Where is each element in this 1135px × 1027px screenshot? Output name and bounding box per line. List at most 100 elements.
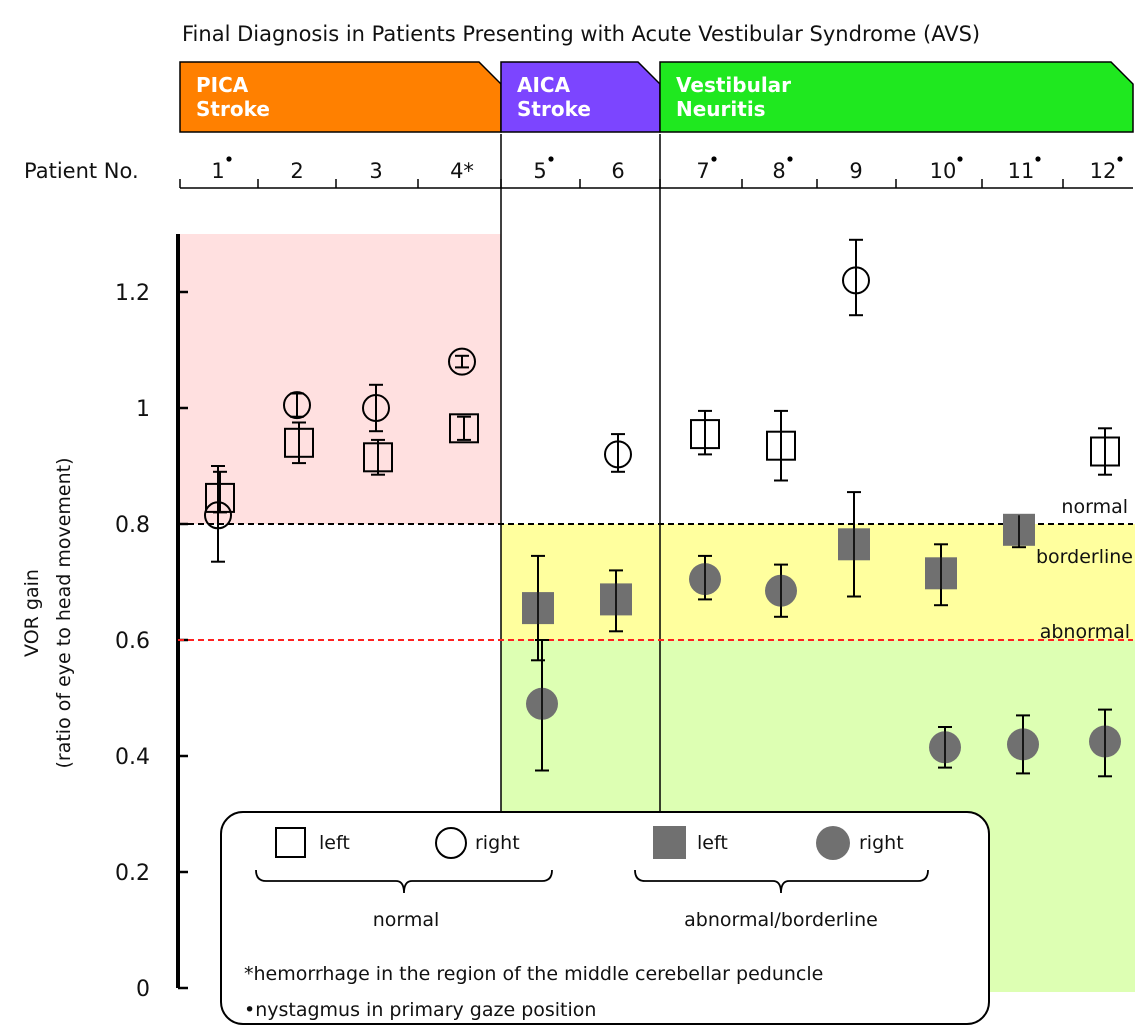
open-circle-marker <box>448 347 476 376</box>
normal-zone-label: normal <box>1061 496 1128 518</box>
patient-label-9: 9 <box>849 159 862 183</box>
open-circle-marker <box>362 394 390 422</box>
patient-label-2: 2 <box>290 159 303 183</box>
point-open-square-patient-12 <box>1090 427 1120 476</box>
chart-title: Final Diagnosis in Patients Presenting w… <box>182 22 980 46</box>
point-open-circle-patient-2 <box>283 391 311 420</box>
point-filled-circle-patient-7 <box>689 554 721 601</box>
patient-label-10: 10 <box>930 159 957 183</box>
open-square-marker <box>690 419 720 450</box>
point-open-square-patient-2 <box>284 421 314 465</box>
legend-note-hemorrhage: *hemorrhage in the region of the middle … <box>244 963 823 985</box>
group-header-line2-3: Neuritis <box>676 97 766 121</box>
group-header-line2-2: Stroke <box>517 97 591 121</box>
y-tick-label-3: 0.6 <box>115 629 150 654</box>
y-axis-label-line2: (ratio of eye to head movement) <box>53 457 75 768</box>
legend-abnormal-left: left <box>697 832 728 854</box>
point-open-circle-patient-1 <box>204 465 232 563</box>
y-axis-label-line1: VOR gain <box>21 569 43 657</box>
point-open-square-patient-1 <box>205 470 235 514</box>
legend-brace-abnormal <box>634 869 929 894</box>
open-square-marker <box>363 442 393 473</box>
group-header-tab-3 <box>659 61 1134 133</box>
patient-label-6: 6 <box>611 159 624 183</box>
patient-label-3: 3 <box>369 159 382 183</box>
nystagmus-dot-11 <box>1035 156 1041 162</box>
y-axis: 0 0.2 0.4 0.6 0.8 1 1.2 <box>115 234 188 1002</box>
nystagmus-dot-7 <box>711 156 717 162</box>
y-tick-label-6: 1.2 <box>115 281 150 306</box>
point-filled-square-patient-10 <box>925 543 957 607</box>
borderline-zone-label: borderline <box>1036 546 1133 568</box>
point-filled-square-patient-9 <box>838 491 870 598</box>
legend-brace-normal <box>255 869 553 894</box>
point-open-square-patient-8 <box>766 409 796 482</box>
y-tick-label-2: 0.4 <box>115 745 150 770</box>
nystagmus-dot-5 <box>548 156 554 162</box>
legend-abnormal-right: right <box>859 832 904 854</box>
legend-open-circle-icon <box>435 827 467 859</box>
legend-normal-group-label: normal <box>373 909 440 931</box>
legend-abnormal-group-label: abnormal/borderline <box>684 909 878 931</box>
group-header-line1-2: AICA <box>517 73 571 97</box>
legend-normal-right: right <box>475 832 520 854</box>
abnormal-zone-label: abnormal <box>1040 621 1130 643</box>
y-tick-label-1: 0.2 <box>115 861 150 886</box>
point-filled-circle-patient-11 <box>1007 714 1039 775</box>
nystagmus-dot-8 <box>787 156 793 162</box>
open-square-marker <box>449 413 479 444</box>
point-filled-square-patient-11 <box>1003 513 1035 549</box>
open-circle-marker <box>842 266 870 295</box>
point-filled-circle-patient-5 <box>526 639 558 772</box>
patient-number-label: Patient No. <box>24 159 139 183</box>
patient-label-4: 4* <box>450 159 474 183</box>
point-open-square-patient-7 <box>690 409 720 456</box>
patient-label-8: 8 <box>772 159 785 183</box>
legend-normal-left: left <box>319 832 350 854</box>
point-open-circle-patient-4 <box>448 347 476 376</box>
legend-filled-square-icon <box>653 826 686 859</box>
point-filled-square-patient-5 <box>522 554 554 662</box>
legend-open-square-icon <box>275 827 306 858</box>
point-open-square-patient-3 <box>363 438 393 476</box>
group-header-line1-1: PICA <box>196 73 249 97</box>
open-square-marker <box>1090 436 1120 467</box>
legend-note-nystagmus: •nystagmus in primary gaze position <box>244 999 596 1021</box>
data-points <box>204 238 1121 778</box>
open-square-marker <box>284 427 314 458</box>
point-filled-square-patient-6 <box>600 569 632 633</box>
open-circle-marker <box>283 391 311 420</box>
open-square-marker <box>205 482 235 513</box>
patient-label-11: 11 <box>1008 159 1035 183</box>
y-tick-label-0: 0 <box>136 977 150 1002</box>
y-tick-label-4: 0.8 <box>115 513 150 538</box>
patient-label-5: 5 <box>533 159 546 183</box>
y-tick-label-5: 1 <box>136 397 150 422</box>
point-open-circle-patient-9 <box>842 238 870 317</box>
point-open-circle-patient-3 <box>362 383 390 433</box>
group-header-line1-3: Vestibular <box>676 73 791 97</box>
patient-label-1: 1 <box>211 159 224 183</box>
pica-normal-zone <box>180 234 501 524</box>
nystagmus-dot-12 <box>1117 156 1123 162</box>
patient-axis: 1 2 3 4* 5 6 7 8 9 10 11 12 <box>179 156 1133 189</box>
open-square-marker <box>766 430 796 461</box>
legend-filled-circle-icon <box>816 826 850 860</box>
patient-label-7: 7 <box>696 159 709 183</box>
point-open-circle-patient-6 <box>604 433 632 473</box>
point-open-square-patient-4 <box>449 413 479 444</box>
point-filled-circle-patient-12 <box>1089 708 1121 778</box>
nystagmus-dot-10 <box>957 156 963 162</box>
threshold-lines <box>178 523 1133 641</box>
patient-label-12: 12 <box>1090 159 1117 183</box>
group-header-line2-1: Stroke <box>196 97 270 121</box>
open-circle-marker <box>204 501 232 530</box>
point-filled-circle-patient-10 <box>929 726 961 769</box>
legend: left right left right normal abnormal/bo… <box>220 811 990 1025</box>
point-filled-circle-patient-8 <box>765 563 797 618</box>
nystagmus-dot-1 <box>226 156 232 162</box>
open-circle-marker <box>604 440 632 469</box>
legend-box <box>220 811 990 1025</box>
